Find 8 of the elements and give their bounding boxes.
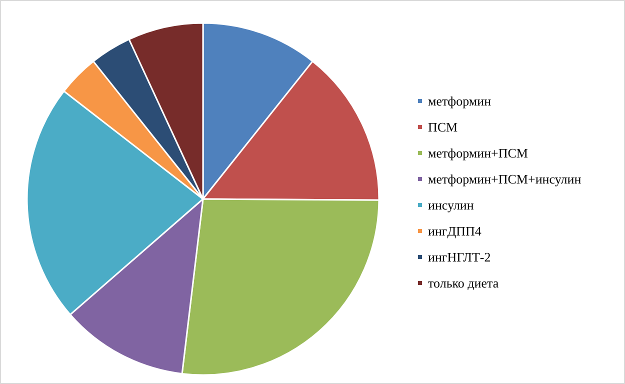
legend-label: метформин (428, 94, 492, 108)
legend-label: ПСМ (428, 120, 458, 134)
legend-label: ингНГЛТ-2 (428, 250, 491, 264)
legend-label: инсулин (428, 198, 474, 212)
legend-label: ингДПП4 (428, 224, 482, 238)
legend-label: метформин+ПСМ+инсулин (428, 172, 582, 186)
legend-label: только диета (428, 276, 499, 290)
legend-label: метформин+ПСМ (428, 146, 528, 160)
